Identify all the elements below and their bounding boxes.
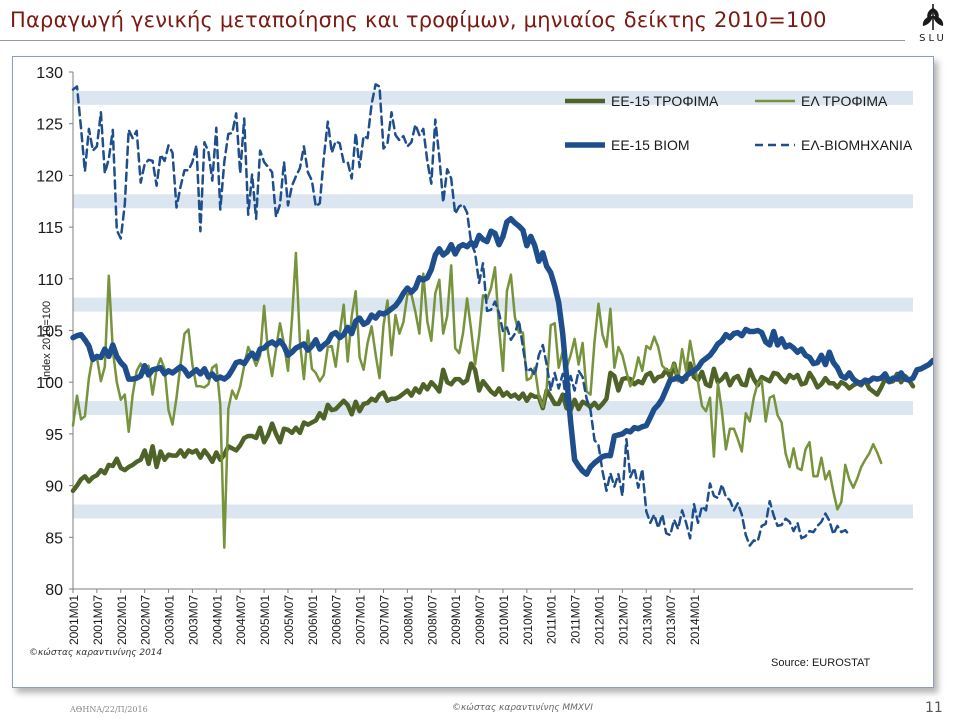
y-tick-label: 80 <box>45 582 63 599</box>
y-tick-label: 130 <box>36 65 63 82</box>
x-tick-label: 2007M07 <box>378 595 392 645</box>
x-tick-label: 2004M07 <box>234 595 248 645</box>
legend-label: ΕΕ-15 ΒΙΟΜ <box>611 137 690 153</box>
x-tick-label: 2011M01 <box>545 595 559 644</box>
x-tick-label: 2006M01 <box>306 595 320 645</box>
x-tick-label: 2005M07 <box>282 595 296 645</box>
x-tick-label: 2009M07 <box>473 595 487 645</box>
legend-label: ΕΕ-15 ΤΡΟΦΙΜΑ <box>611 93 719 109</box>
x-tick-label: 2001M01 <box>67 595 81 645</box>
series-line-2 <box>71 251 883 549</box>
footer-location-date: ΑΘΗΝΑ/22/Π/2016 <box>70 705 148 714</box>
series-line-4 <box>71 83 851 547</box>
grid-band <box>73 504 913 519</box>
y-tick-label: 125 <box>36 117 63 134</box>
y-axis-title: Index 2010=100 <box>41 301 53 380</box>
y-tick-label: 120 <box>36 168 63 185</box>
x-tick-label: 2010M01 <box>497 595 511 645</box>
x-tick-label: 2013M01 <box>640 595 654 645</box>
x-tick-label: 2009M01 <box>449 595 463 645</box>
x-tick-label: 2003M07 <box>186 595 200 645</box>
y-tick-label: 95 <box>45 427 63 444</box>
x-tick-label: 2012M01 <box>592 595 606 645</box>
line-chart: 80 85 90 95 100 105 110 115 120 125 130 Index 2010=… <box>29 65 933 669</box>
logo-text: SLU <box>919 33 947 44</box>
grid-band <box>73 401 913 416</box>
leaf-icon <box>922 4 944 30</box>
y-tick-label: 110 <box>37 272 63 289</box>
x-tick-label: 2001M07 <box>91 595 105 645</box>
x-tick-label: 2011M07 <box>569 595 583 644</box>
slide-title: Παραγωγή γενικής μεταποίησης και τροφίμω… <box>10 8 827 32</box>
x-tick-label: 2004M01 <box>210 595 224 645</box>
x-tick-label: 2006M07 <box>330 595 344 645</box>
x-tick-label: 2010M07 <box>521 595 535 645</box>
series-line-3 <box>70 216 933 477</box>
y-tick-label: 90 <box>45 479 63 496</box>
slu-logo: SLU <box>910 2 956 50</box>
y-tick-label: 100 <box>36 375 63 392</box>
x-tick-label: 2008M07 <box>425 595 439 645</box>
chart-frame: 80 85 90 95 100 105 110 115 120 125 130 Index 2010=… <box>12 56 934 688</box>
x-tick-label: 2012M07 <box>616 595 630 645</box>
x-tick-label: 2003M01 <box>163 595 177 645</box>
x-tick-label: 2013M07 <box>664 595 678 645</box>
x-tick-label: 2014M01 <box>688 595 702 645</box>
y-tick-label: 85 <box>45 530 63 547</box>
chart-watermark: ©κώστας καραντινίνης 2014 <box>29 647 163 658</box>
footer-copyright: ©κώστας καραντινίνης MMXVI <box>452 703 593 713</box>
chart-source: Source: EUROSTAT <box>771 657 871 669</box>
grid-band <box>73 90 913 105</box>
page-number: 11 <box>925 700 943 716</box>
series-line-1 <box>70 361 916 494</box>
grid-band <box>73 194 913 209</box>
y-tick-label: 105 <box>36 324 63 341</box>
x-tick-label: 2005M01 <box>258 595 272 645</box>
legend-label: ΕΛ ΤΡΟΦΙΜΑ <box>801 93 888 109</box>
title-divider <box>0 40 905 41</box>
x-tick-label: 2008M01 <box>401 595 415 645</box>
x-tick-label: 2007M01 <box>354 595 368 645</box>
legend-label: ΕΛ-ΒΙΟΜΗΧΑΝΙΑ <box>801 137 913 153</box>
y-tick-label: 115 <box>37 220 63 237</box>
x-tick-label: 2002M01 <box>115 595 129 645</box>
x-tick-label: 2002M07 <box>139 595 153 645</box>
